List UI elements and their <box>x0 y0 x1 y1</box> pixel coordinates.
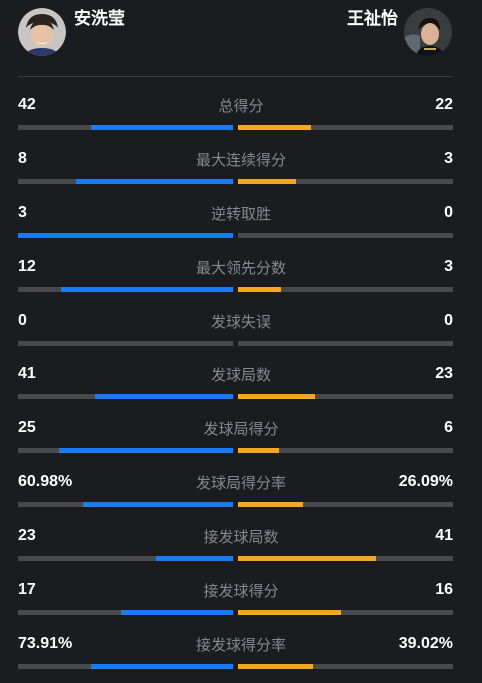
stat-row: 73.91% 接发球得分率 39.02% <box>0 629 482 683</box>
stat-label: 发球局得分率 <box>195 474 286 493</box>
stat-bar-right <box>238 394 453 400</box>
stat-bar-left <box>18 556 233 562</box>
stat-value-left: 17 <box>18 581 36 599</box>
stat-bar-right <box>238 340 453 346</box>
stat-label: 最大领先分数 <box>195 258 286 277</box>
stat-bar-fill-right <box>238 502 303 508</box>
player-name-right: 王祉怡 <box>347 9 398 29</box>
stat-bar-fill-left <box>18 232 233 238</box>
stat-value-right: 0 <box>444 311 453 329</box>
stat-row: 60.98% 发球局得分率 26.09% <box>0 467 482 521</box>
stat-label: 接发球局数 <box>203 528 279 547</box>
stat-value-left: 42 <box>18 96 36 113</box>
stat-bar-fill-right <box>238 663 314 669</box>
stat-bar-fill-right <box>238 556 376 562</box>
stat-row: 3 逆转取胜 0 <box>0 198 482 252</box>
stats-list: 42 总得分 22 8 最大连续得分 3 3 逆转取胜 0 12 最大领先分数 3 0 发球失误 0 41 发球… <box>0 90 482 683</box>
stat-label: 发球局数 <box>210 366 271 385</box>
stat-bar-left <box>18 502 233 508</box>
stat-value-left: 73.91% <box>18 634 73 652</box>
stat-value-right: 16 <box>435 581 453 599</box>
stat-row: 8 最大连续得分 3 <box>0 144 482 198</box>
stat-bar-fill-left <box>76 178 233 184</box>
stat-bar-fill-right <box>238 448 279 454</box>
stat-value-right: 26.09% <box>398 473 453 491</box>
stat-bar-left <box>18 448 233 454</box>
stat-bar-right <box>238 502 453 508</box>
stat-value-right: 3 <box>444 149 453 167</box>
stat-bar-fill-left <box>82 502 233 508</box>
stat-value-right: 0 <box>444 203 453 221</box>
stat-label: 最大连续得分 <box>195 150 286 169</box>
stat-bar-right <box>238 448 453 454</box>
stat-value-right: 6 <box>444 419 453 437</box>
stat-bar-right <box>238 125 453 130</box>
stat-bar-fill-left <box>58 448 233 454</box>
stat-bar-left <box>18 178 233 184</box>
stat-value-left: 60.98% <box>18 473 73 491</box>
stat-value-left: 8 <box>18 149 27 167</box>
stat-bar-fill-right <box>238 394 316 400</box>
stat-row: 41 发球局数 23 <box>0 359 482 413</box>
stat-value-right: 3 <box>444 257 453 275</box>
stat-bar-fill-left <box>155 556 233 562</box>
stat-bar-left <box>18 232 233 238</box>
stat-bar-right <box>238 556 453 562</box>
stat-value-left: 41 <box>18 365 36 383</box>
stat-bar-fill-right <box>238 178 297 184</box>
stat-row: 17 接发球得分 16 <box>0 575 482 629</box>
stat-bar-fill-right <box>238 610 342 616</box>
header-divider <box>18 76 453 77</box>
stat-label: 总得分 <box>218 97 264 115</box>
stat-label: 发球失误 <box>210 312 271 331</box>
player-photo-icon <box>404 8 452 56</box>
stat-label: 发球局得分 <box>203 420 279 439</box>
stat-bar-left <box>18 394 233 400</box>
stat-label: 逆转取胜 <box>210 204 271 223</box>
stat-value-left: 12 <box>18 257 36 275</box>
stat-bar-left <box>18 663 233 669</box>
stat-bar-fill-right <box>238 286 281 292</box>
stat-row: 42 总得分 22 <box>0 90 482 144</box>
match-header: 安洗莹 王祉怡 <box>0 0 482 77</box>
stat-bar-right <box>238 232 453 238</box>
stat-value-left: 0 <box>18 311 27 329</box>
stat-label: 接发球得分 <box>203 582 279 601</box>
stat-bar-fill-right <box>238 125 312 130</box>
player-name-left: 安洗莹 <box>74 9 125 29</box>
stat-label: 接发球得分率 <box>195 635 286 654</box>
avatar-left[interactable] <box>18 8 66 56</box>
stat-row: 23 接发球局数 41 <box>0 521 482 575</box>
stat-value-right: 23 <box>435 365 453 383</box>
stat-value-right: 39.02% <box>398 634 453 652</box>
stat-bar-right <box>238 178 453 184</box>
stat-bar-left <box>18 286 233 292</box>
stat-value-right: 22 <box>435 96 453 113</box>
stat-bar-fill-left <box>91 663 233 669</box>
stat-bar-fill-left <box>121 610 233 616</box>
stat-value-left: 25 <box>18 419 36 437</box>
stat-row: 25 发球局得分 6 <box>0 413 482 467</box>
stat-bar-left <box>18 340 233 346</box>
stat-bar-left <box>18 125 233 130</box>
stat-value-left: 23 <box>18 527 36 545</box>
stat-row: 12 最大领先分数 3 <box>0 252 482 306</box>
player-photo-icon <box>18 8 66 56</box>
stat-bar-right <box>238 663 453 669</box>
avatar-right[interactable] <box>404 8 452 56</box>
stat-value-right: 41 <box>435 527 453 545</box>
stat-bar-fill-left <box>91 125 233 130</box>
stat-row: 0 发球失误 0 <box>0 306 482 360</box>
stat-bar-right <box>238 610 453 616</box>
stat-bar-left <box>18 610 233 616</box>
stat-value-left: 3 <box>18 203 27 221</box>
stat-bar-right <box>238 286 453 292</box>
stat-bar-fill-left <box>61 286 233 292</box>
stat-bar-fill-left <box>95 394 233 400</box>
